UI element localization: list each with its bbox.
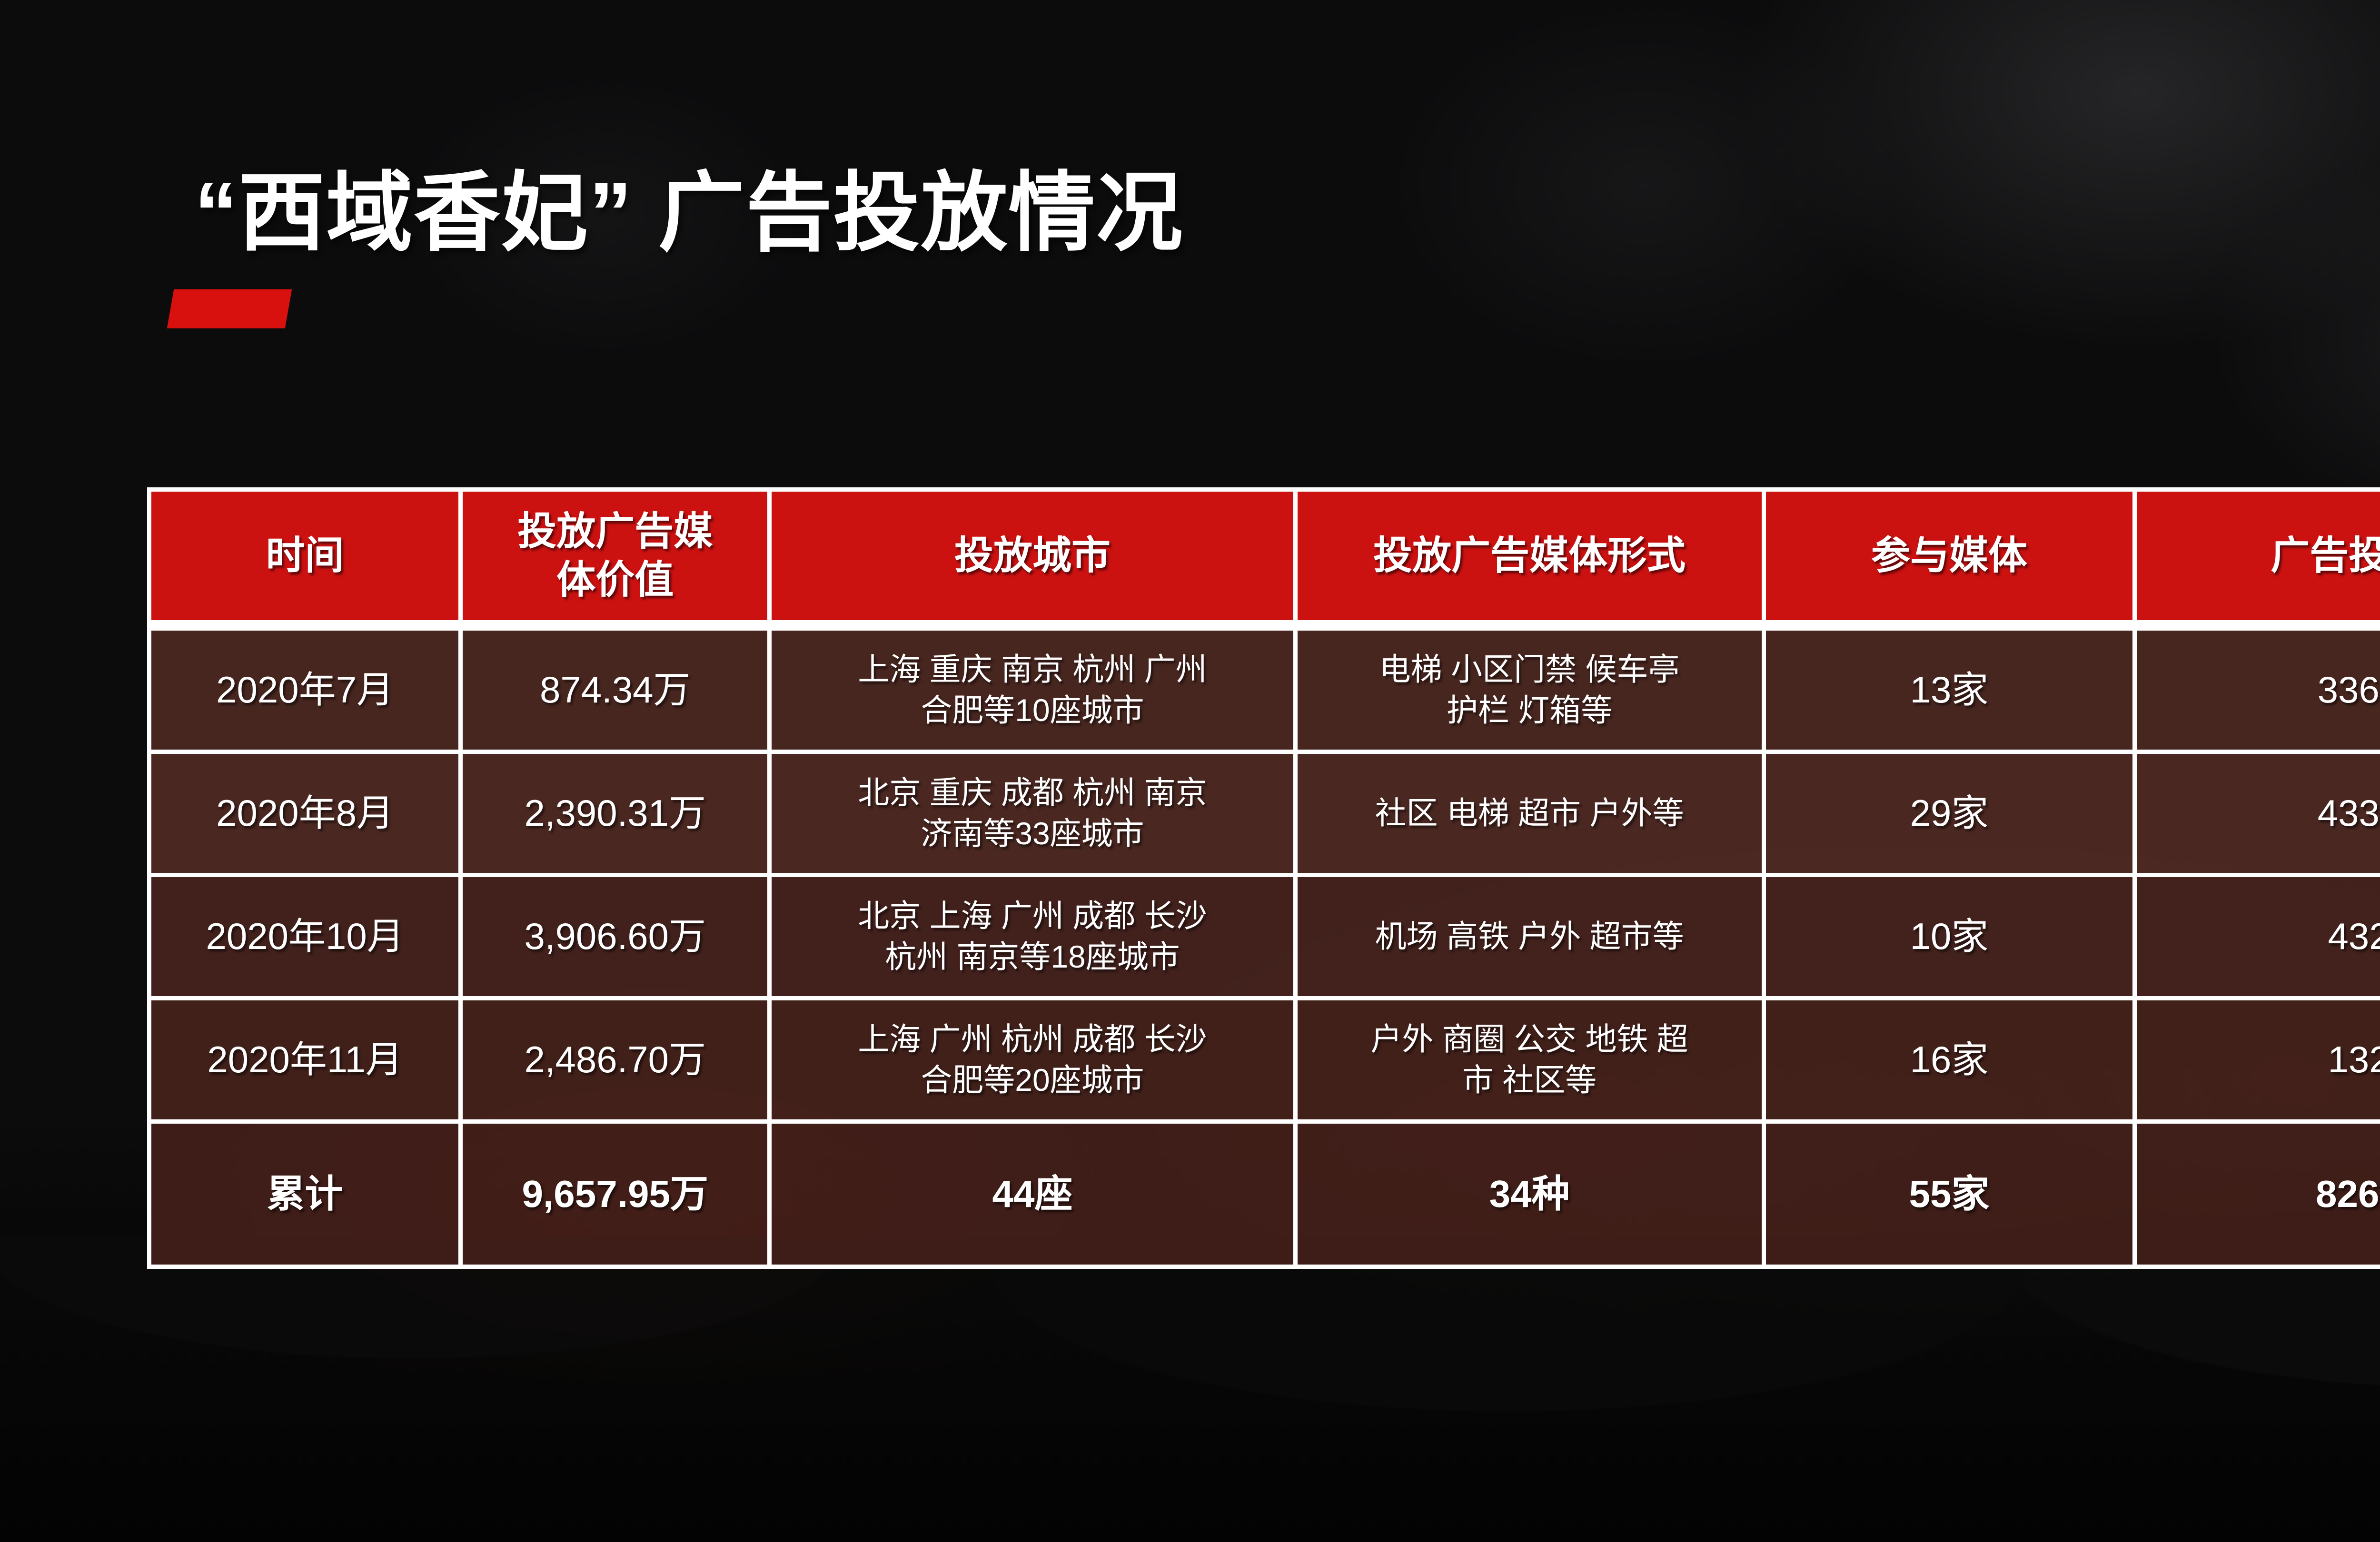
header-cell-ad-points: 广告投放点位 xyxy=(2132,487,2380,631)
table-cell: 2020年8月 xyxy=(147,750,463,877)
background-hills-silhouette xyxy=(0,1237,2380,1542)
table-cell: 10家 xyxy=(1761,873,2137,1000)
table-row-total: 累计 9,657.95万 44座 34种 55家 82607个 xyxy=(147,1119,2380,1269)
table-cell: 北京 重庆 成都 杭州 南京 济南等33座城市 xyxy=(767,750,1298,877)
table-cell: 北京 上海 广州 成都 长沙 杭州 南京等18座城市 xyxy=(767,873,1298,1000)
table-row-2020-11: 2020年11月 2,486.70万 上海 广州 杭州 成都 长沙 合肥等20座… xyxy=(147,996,2380,1124)
table-cell: 2020年11月 xyxy=(147,996,463,1124)
table-cell: 16家 xyxy=(1761,996,2137,1124)
table-cell: 33630个 xyxy=(2132,623,2380,754)
header-cell-participating-media: 参与媒体 xyxy=(1761,487,2137,631)
table-cell: 上海 广州 杭州 成都 长沙 合肥等20座城市 xyxy=(767,996,1298,1124)
table-cell: 13家 xyxy=(1761,623,2137,754)
table-cell: 上海 重庆 南京 杭州 广州 合肥等10座城市 xyxy=(767,623,1298,754)
table-cell: 4324个 xyxy=(2132,873,2380,1000)
table-row-2020-08: 2020年8月 2,390.31万 北京 重庆 成都 杭州 南京 济南等33座城… xyxy=(147,750,2380,877)
header-cell-media-value: 投放广告媒 体价值 xyxy=(458,487,772,631)
table-cell: 29家 xyxy=(1761,750,2137,877)
total-cell: 44座 xyxy=(767,1119,1298,1269)
table-cell: 43325个 xyxy=(2132,750,2380,877)
header-cell-media-forms: 投放广告媒体形式 xyxy=(1293,487,1766,631)
table-cell: 机场 高铁 户外 超市等 xyxy=(1293,873,1766,1000)
header-cell-time: 时间 xyxy=(147,487,463,631)
table-cell: 社区 电梯 超市 户外等 xyxy=(1293,750,1766,877)
total-cell: 34种 xyxy=(1293,1119,1766,1269)
table-cell: 户外 商圈 公交 地铁 超 市 社区等 xyxy=(1293,996,1766,1124)
slide-title: “西域香妃” 广告投放情况 xyxy=(194,164,1184,261)
header-cell-cities: 投放城市 xyxy=(767,487,1298,631)
total-cell: 82607个 xyxy=(2132,1119,2380,1269)
table-cell: 2020年7月 xyxy=(147,623,463,754)
table-cell: 2020年10月 xyxy=(147,873,463,1000)
total-cell: 55家 xyxy=(1761,1119,2137,1269)
table-row-2020-10: 2020年10月 3,906.60万 北京 上海 广州 成都 长沙 杭州 南京等… xyxy=(147,873,2380,1000)
title-accent-bar xyxy=(167,289,292,328)
header-row: 时间 投放广告媒 体价值 投放城市 投放广告媒体形式 参与媒体 广告投放点位 xyxy=(147,487,2380,631)
table-cell: 电梯 小区门禁 候车亭 护栏 灯箱等 xyxy=(1293,623,1766,754)
ad-campaign-table: 时间 投放广告媒 体价值 投放城市 投放广告媒体形式 参与媒体 广告投放点位 2… xyxy=(147,487,2380,1269)
table-row-2020-07: 2020年7月 874.34万 上海 重庆 南京 杭州 广州 合肥等10座城市 … xyxy=(147,623,2380,754)
table-cell: 3,906.60万 xyxy=(458,873,772,1000)
table-cell: 2,390.31万 xyxy=(458,750,772,877)
table-cell: 1328个 xyxy=(2132,996,2380,1124)
total-cell: 9,657.95万 xyxy=(458,1119,772,1269)
table-cell: 2,486.70万 xyxy=(458,996,772,1124)
table-cell: 874.34万 xyxy=(458,623,772,754)
total-cell: 累计 xyxy=(147,1119,463,1269)
